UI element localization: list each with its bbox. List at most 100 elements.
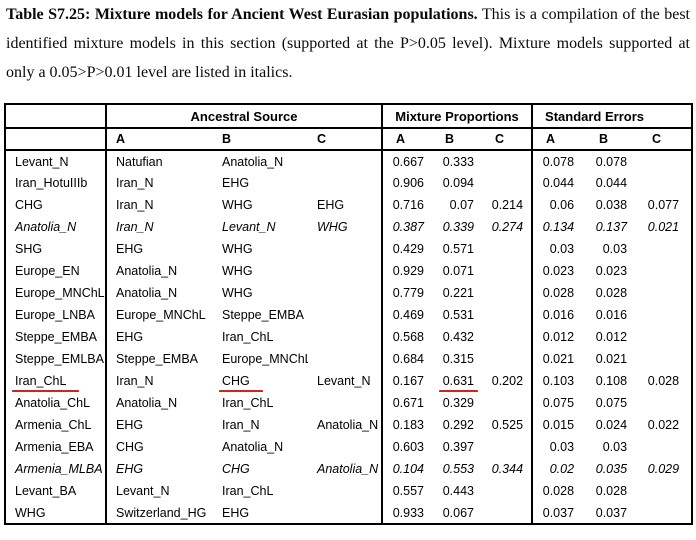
cell-mixB: 0.571 — [442, 242, 474, 256]
cell-seC — [639, 480, 692, 502]
cell-seB: 0.044 — [595, 176, 628, 190]
cell-srcA: Levant_N — [105, 480, 213, 502]
cell-seA: 0.028 — [531, 282, 587, 304]
cell-mixB: 0.339 — [442, 220, 474, 234]
cell-mixC: 0.214 — [491, 198, 524, 212]
cell-mixC — [482, 326, 532, 348]
group-header-row: Ancestral Source Mixture Proportions Sta… — [5, 104, 693, 129]
caption-description: This is a compilation of the best identi… — [6, 6, 690, 81]
cell-mixB: 0.07 — [449, 198, 474, 212]
cell-srcB: Anatolia_N — [222, 440, 284, 454]
cell-mixC — [482, 392, 532, 414]
cell-srcC — [308, 304, 382, 326]
cell-seC — [639, 326, 692, 348]
cell-srcC — [308, 392, 382, 414]
cell-mixA: 0.684 — [381, 348, 432, 370]
table-row: CHG Iran_N WHG EHG 0.716 0.07 0.214 0.06 0.038 0.… — [5, 194, 692, 216]
subheader-source-c: C — [308, 128, 382, 151]
table-row: Steppe_EMBA EHG Iran_ChL 0.568 0.432 0.012 0.0… — [5, 326, 692, 348]
red-underline-highlight: 0.631 — [438, 374, 479, 392]
cell-srcA: Iran_N — [105, 216, 213, 238]
cell-mixC — [482, 348, 532, 370]
cell-mixB: 0.315 — [442, 352, 474, 366]
cell-seA: 0.078 — [531, 150, 587, 172]
cell-mixB: 0.333 — [442, 154, 474, 169]
cell-seB: 0.016 — [595, 308, 628, 322]
cell-pop: Europe_LNBA — [15, 308, 95, 322]
cell-seA: 0.06 — [531, 194, 587, 216]
table-row: Levant_N Natufian Anatolia_N 0.667 0.333 0.07… — [5, 150, 692, 172]
subheader-se-b: B — [586, 128, 640, 151]
cell-srcA: Steppe_EMBA — [105, 348, 213, 370]
cell-mixA: 0.183 — [381, 414, 432, 436]
mixture-models-table: Ancestral Source Mixture Proportions Sta… — [4, 103, 694, 525]
cell-mixC: 0.525 — [491, 418, 524, 432]
cell-mixB: 0.094 — [442, 176, 474, 190]
cell-mixB: 0.432 — [442, 330, 474, 344]
cell-srcC — [308, 480, 382, 502]
subheader-se-a: A — [531, 128, 587, 151]
cell-mixA: 0.387 — [381, 216, 432, 238]
cell-seC — [639, 304, 692, 326]
cell-srcA: Iran_N — [105, 172, 213, 194]
cell-seC — [639, 282, 692, 304]
cell-pop: Armenia_ChL — [15, 418, 92, 432]
cell-srcB: Iran_N — [222, 418, 260, 432]
cell-mixA: 0.568 — [381, 326, 432, 348]
cell-srcB: EHG — [222, 176, 250, 190]
cell-srcB: Steppe_EMBA — [222, 308, 304, 322]
table-row: Steppe_EMLBA Steppe_EMBA Europe_MNChL 0.684… — [5, 348, 692, 370]
cell-srcA: Anatolia_N — [105, 282, 213, 304]
cell-mixA: 0.716 — [381, 194, 432, 216]
cell-mixC — [482, 502, 532, 524]
cell-srcC — [308, 348, 382, 370]
subheader-source-b: B — [213, 128, 308, 151]
cell-mixB: 0.071 — [442, 264, 474, 278]
cell-seA: 0.134 — [531, 216, 587, 238]
cell-seC: 0.029 — [647, 462, 680, 476]
cell-srcA: Natufian — [105, 150, 213, 172]
cell-mixB: 0.292 — [442, 418, 474, 432]
cell-seC — [639, 348, 692, 370]
cell-seB: 0.021 — [595, 352, 628, 366]
table-row: Iran_ChL Iran_N CHG Levant_N 0.167 0.631 0.202… — [5, 370, 692, 392]
cell-seB: 0.024 — [595, 418, 628, 432]
cell-seB: 0.075 — [595, 396, 628, 410]
table-row: WHG Switzerland_HG EHG 0.933 0.067 0.037 0.037 — [5, 502, 692, 524]
cell-srcC — [308, 326, 382, 348]
cell-mixC — [482, 304, 532, 326]
cell-mixB: 0.067 — [442, 505, 474, 520]
subheader-mix-b: B — [432, 128, 482, 151]
cell-seA: 0.015 — [531, 414, 587, 436]
group-header-ancestral-source: Ancestral Source — [105, 104, 382, 129]
table-row: SHG EHG WHG 0.429 0.571 0.03 0.03 — [5, 238, 692, 260]
cell-pop: SHG — [15, 242, 43, 256]
subheader-row: A B C A B C A B C — [5, 128, 693, 151]
cell-pop: Levant_N — [15, 154, 69, 169]
table-row: Iran_HotuIIIb Iran_N EHG 0.906 0.094 0.044 0.0… — [5, 172, 692, 194]
cell-srcC — [308, 260, 382, 282]
table-body: Levant_N Natufian Anatolia_N 0.667 0.333 0.07… — [5, 150, 692, 524]
cell-pop: Europe_EN — [15, 264, 80, 278]
cell-seC — [639, 150, 692, 172]
cell-seA: 0.103 — [531, 370, 587, 392]
cell-seC — [639, 172, 692, 194]
cell-seC — [639, 502, 692, 524]
cell-srcB: Iran_ChL — [222, 396, 274, 410]
cell-seB: 0.108 — [595, 374, 628, 388]
table-row: Anatolia_ChL Anatolia_N Iran_ChL 0.671 0.329… — [5, 392, 692, 414]
cell-pop: Iran_ChL — [5, 370, 106, 392]
cell-mixB: 0.329 — [442, 396, 474, 410]
cell-seA: 0.012 — [531, 326, 587, 348]
cell-srcC — [308, 150, 382, 172]
cell-seC — [639, 260, 692, 282]
red-underline-highlight: CHG — [219, 374, 263, 392]
cell-mixC — [482, 480, 532, 502]
group-header-mixture-proportions: Mixture Proportions — [380, 104, 533, 129]
cell-seB: 0.03 — [602, 440, 628, 454]
cell-srcC: Levant_N — [317, 374, 371, 388]
cell-pop: Armenia_MLBA — [15, 462, 103, 476]
cell-mixA: 0.557 — [381, 480, 432, 502]
cell-pop: Europe_MNChL — [15, 286, 105, 300]
cell-seA: 0.03 — [531, 238, 587, 260]
